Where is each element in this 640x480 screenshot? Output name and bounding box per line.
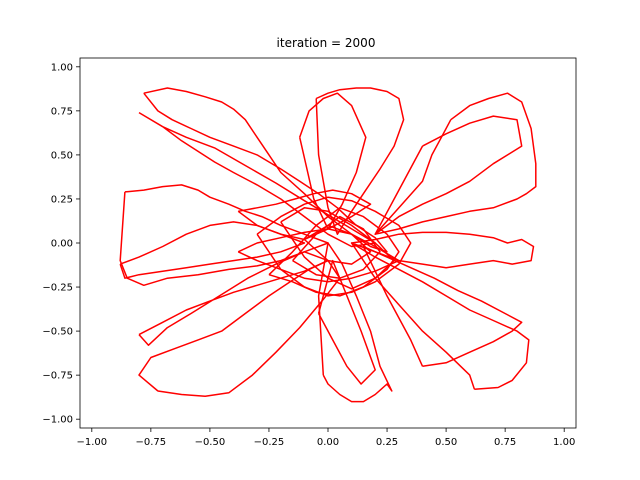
y-tick-label: 0.00 bbox=[51, 239, 73, 250]
series-line-2 bbox=[119, 184, 329, 287]
y-tick-label: −0.50 bbox=[42, 327, 73, 338]
plot-clip-group bbox=[119, 87, 537, 403]
series-line-18 bbox=[268, 207, 400, 297]
x-tick-label: 0.50 bbox=[435, 437, 457, 448]
x-tick-label: −0.25 bbox=[254, 437, 285, 448]
y-axis: 1.00 0.75 0.50 0.25 0.00 −0.25 −0.50 −0.75 −1.00 bbox=[42, 62, 80, 426]
series-line-10 bbox=[350, 231, 535, 269]
series-line-11 bbox=[374, 92, 537, 235]
x-tick-label: 0.75 bbox=[494, 437, 516, 448]
series-line-3 bbox=[119, 221, 306, 279]
x-tick-label: 0.25 bbox=[376, 437, 398, 448]
x-tick-label: 0.00 bbox=[317, 437, 339, 448]
series-line-6 bbox=[317, 242, 393, 403]
y-tick-label: −0.25 bbox=[42, 283, 73, 294]
y-tick-label: −0.75 bbox=[42, 371, 73, 382]
series-line-1 bbox=[138, 111, 376, 248]
x-tick-label: −0.50 bbox=[195, 437, 226, 448]
series-line-19 bbox=[280, 207, 395, 290]
y-tick-label: 0.75 bbox=[51, 106, 73, 117]
series-line-15 bbox=[237, 189, 372, 241]
series-line-7 bbox=[317, 259, 376, 385]
series-line-14 bbox=[298, 92, 367, 230]
series-layer bbox=[119, 87, 537, 403]
x-axis: −1.00 −0.75 −0.50 −0.25 0.00 0.25 0.50 0.75 1.00 bbox=[76, 428, 575, 448]
y-tick-label: 0.25 bbox=[51, 194, 73, 205]
series-line-16 bbox=[237, 228, 400, 283]
x-tick-label: −1.00 bbox=[76, 437, 107, 448]
x-tick-label: −0.75 bbox=[136, 437, 167, 448]
series-line-21 bbox=[303, 224, 372, 265]
chart-title: iteration = 2000 bbox=[277, 36, 376, 50]
series-line-8 bbox=[350, 242, 530, 390]
x-tick-label: 1.00 bbox=[553, 437, 575, 448]
y-tick-label: 1.00 bbox=[51, 62, 73, 73]
series-line-12 bbox=[374, 115, 523, 235]
y-tick-label: 0.50 bbox=[51, 150, 73, 161]
y-tick-label: −1.00 bbox=[42, 415, 73, 426]
